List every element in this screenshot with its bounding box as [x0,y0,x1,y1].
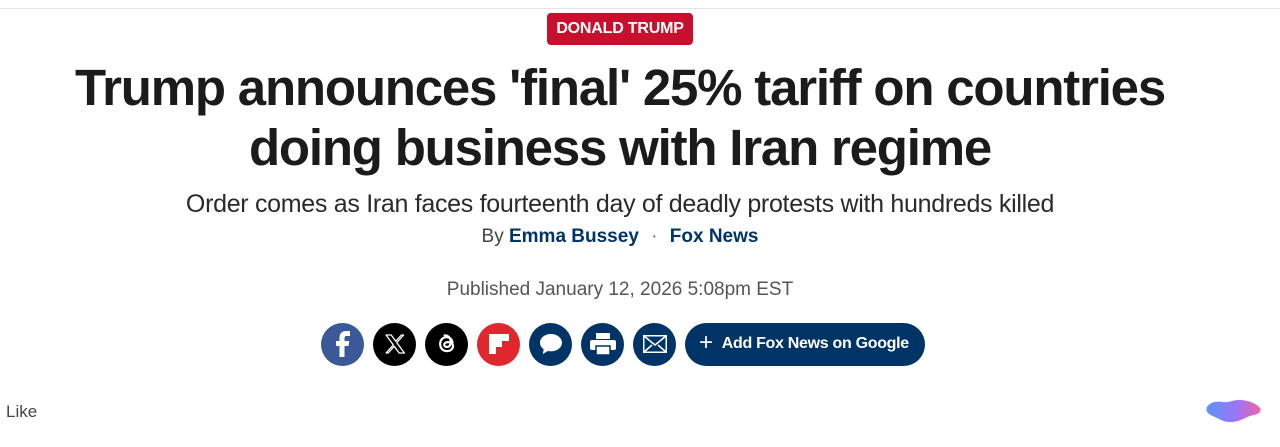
top-divider [0,8,1280,9]
facebook-icon [335,331,350,357]
google-button-label: Add Fox News on Google [721,335,909,352]
byline-separator: · [651,226,658,247]
flipboard-icon [488,334,509,354]
print-icon [589,333,616,355]
print-button[interactable] [581,322,624,366]
facebook-share-button[interactable] [321,322,364,366]
x-icon [384,334,405,354]
add-fox-news-on-google-button[interactable]: + Add Fox News on Google [685,322,925,366]
category-tag-wrapper: DONALD TRUMP [0,13,1240,45]
x-share-button[interactable] [373,322,416,366]
email-share-button[interactable] [633,322,676,366]
category-tag[interactable]: DONALD TRUMP [547,13,693,45]
brand-blob-icon [1206,399,1261,423]
author-link[interactable]: Emma Bussey [508,226,639,247]
article-headline: Trump announces 'final' 25% tariff on co… [74,59,1166,176]
threads-share-button[interactable] [425,322,468,366]
outlet-link[interactable]: Fox News [669,226,759,247]
email-icon [642,335,667,353]
flipboard-share-button[interactable] [477,322,520,366]
byline: By Emma Bussey · Fox News [0,226,1240,248]
byline-prefix: By [481,226,504,247]
share-bar: + Add Fox News on Google [321,322,925,366]
like-label[interactable]: Like [6,402,38,421]
plus-icon: + [699,329,713,356]
threads-icon [438,334,454,353]
article-subheadline: Order comes as Iran faces fourteenth day… [185,190,1055,218]
published-date: Published January 12, 2026 5:08pm EST [446,279,794,300]
comments-icon [539,334,562,354]
comments-button[interactable] [529,322,572,366]
